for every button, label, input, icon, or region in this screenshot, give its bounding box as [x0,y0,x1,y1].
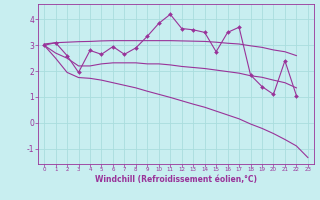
X-axis label: Windchill (Refroidissement éolien,°C): Windchill (Refroidissement éolien,°C) [95,175,257,184]
